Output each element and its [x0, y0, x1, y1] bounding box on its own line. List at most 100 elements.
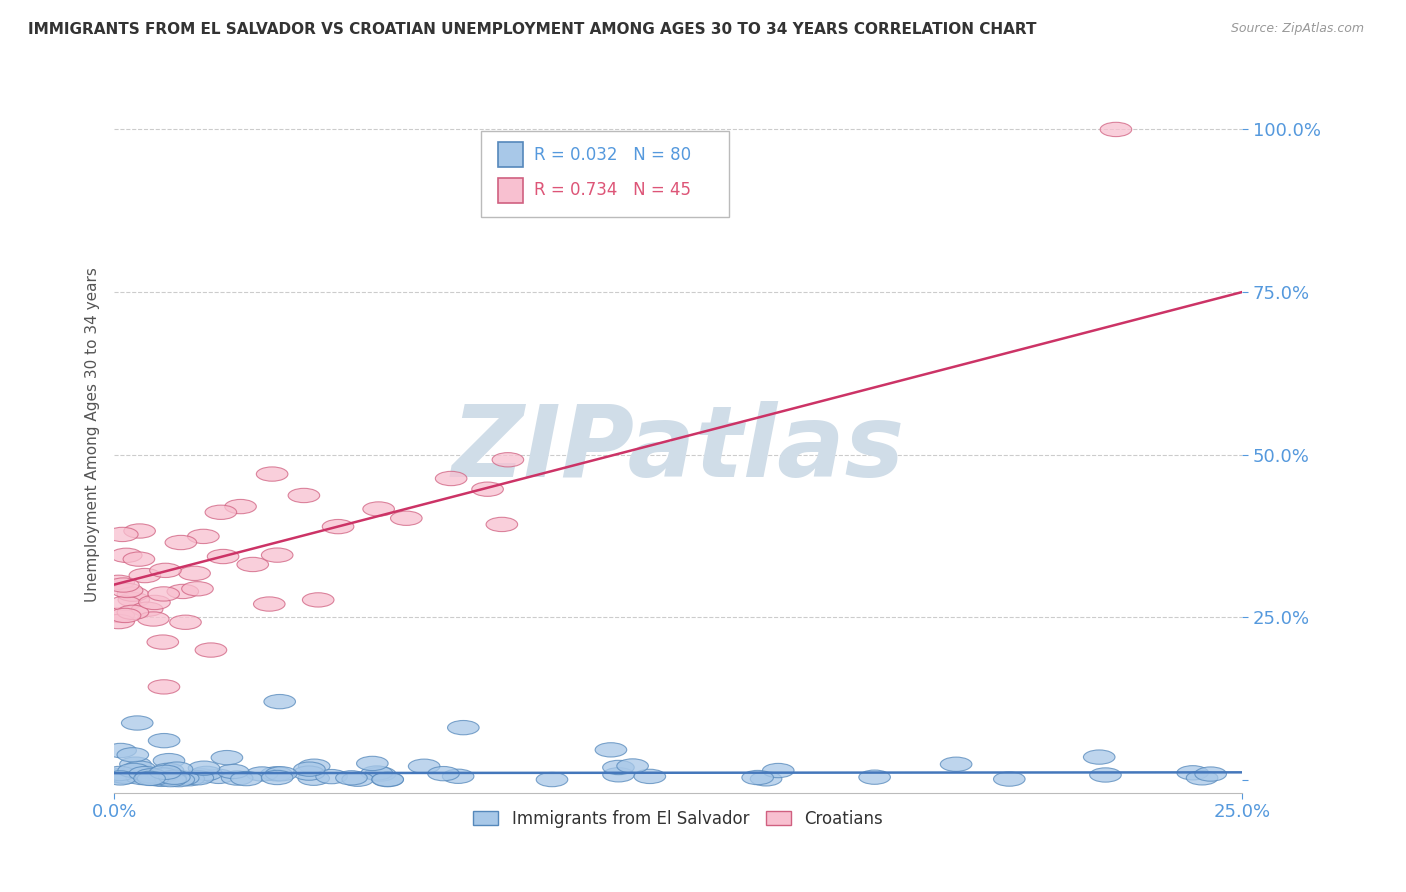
Ellipse shape — [110, 608, 141, 623]
Ellipse shape — [150, 767, 183, 781]
Ellipse shape — [342, 772, 374, 787]
Ellipse shape — [110, 596, 141, 610]
Ellipse shape — [124, 761, 156, 775]
Ellipse shape — [262, 548, 292, 562]
Ellipse shape — [121, 716, 153, 731]
Ellipse shape — [118, 764, 149, 778]
Ellipse shape — [391, 511, 422, 525]
Ellipse shape — [298, 759, 330, 773]
Ellipse shape — [447, 721, 479, 735]
Ellipse shape — [751, 772, 782, 786]
Ellipse shape — [762, 764, 794, 778]
Ellipse shape — [298, 771, 329, 785]
Ellipse shape — [148, 635, 179, 649]
Ellipse shape — [1187, 771, 1218, 785]
Text: R = 0.032   N = 80: R = 0.032 N = 80 — [534, 145, 690, 164]
Ellipse shape — [486, 517, 517, 532]
Ellipse shape — [436, 471, 467, 485]
Ellipse shape — [361, 766, 392, 780]
Ellipse shape — [127, 771, 157, 785]
Ellipse shape — [1090, 768, 1121, 782]
Ellipse shape — [253, 597, 285, 611]
Ellipse shape — [163, 772, 194, 787]
Ellipse shape — [103, 575, 135, 590]
Ellipse shape — [111, 549, 142, 563]
Ellipse shape — [167, 584, 198, 599]
Ellipse shape — [162, 762, 193, 776]
Ellipse shape — [221, 771, 253, 785]
Ellipse shape — [363, 502, 395, 516]
Ellipse shape — [187, 529, 219, 543]
Ellipse shape — [117, 605, 149, 619]
Ellipse shape — [148, 680, 180, 694]
Ellipse shape — [859, 770, 890, 784]
Ellipse shape — [120, 757, 152, 772]
Ellipse shape — [129, 568, 160, 582]
FancyBboxPatch shape — [481, 131, 728, 217]
Ellipse shape — [107, 527, 138, 541]
Ellipse shape — [103, 615, 135, 629]
Ellipse shape — [218, 764, 249, 779]
Ellipse shape — [211, 750, 243, 764]
Ellipse shape — [159, 770, 190, 784]
Ellipse shape — [260, 766, 292, 780]
Ellipse shape — [165, 535, 197, 549]
Text: R = 0.734   N = 45: R = 0.734 N = 45 — [534, 181, 690, 200]
Ellipse shape — [941, 757, 972, 772]
Ellipse shape — [173, 772, 204, 786]
Ellipse shape — [294, 766, 325, 780]
Ellipse shape — [191, 766, 222, 780]
Ellipse shape — [322, 519, 354, 533]
Ellipse shape — [188, 761, 219, 775]
Ellipse shape — [603, 768, 634, 782]
Ellipse shape — [364, 767, 396, 781]
Ellipse shape — [108, 578, 139, 592]
Ellipse shape — [118, 592, 149, 607]
Ellipse shape — [225, 500, 256, 514]
Ellipse shape — [207, 549, 239, 564]
Ellipse shape — [136, 769, 167, 783]
Ellipse shape — [186, 769, 217, 783]
Ellipse shape — [617, 759, 648, 773]
Ellipse shape — [181, 771, 214, 785]
Ellipse shape — [302, 593, 335, 607]
Ellipse shape — [138, 612, 169, 626]
Ellipse shape — [170, 615, 201, 630]
Ellipse shape — [111, 583, 143, 598]
Ellipse shape — [117, 747, 149, 762]
Ellipse shape — [139, 595, 170, 609]
Ellipse shape — [443, 769, 474, 783]
Ellipse shape — [134, 772, 166, 786]
Ellipse shape — [103, 769, 135, 783]
Ellipse shape — [994, 772, 1025, 786]
Y-axis label: Unemployment Among Ages 30 to 34 years: Unemployment Among Ages 30 to 34 years — [86, 268, 100, 602]
Text: IMMIGRANTS FROM EL SALVADOR VS CROATIAN UNEMPLOYMENT AMONG AGES 30 TO 34 YEARS C: IMMIGRANTS FROM EL SALVADOR VS CROATIAN … — [28, 22, 1036, 37]
Ellipse shape — [117, 587, 149, 601]
Ellipse shape — [1177, 765, 1209, 780]
Ellipse shape — [104, 766, 135, 780]
Ellipse shape — [408, 759, 440, 773]
Ellipse shape — [288, 488, 319, 502]
Ellipse shape — [148, 771, 179, 785]
Ellipse shape — [125, 764, 156, 779]
Ellipse shape — [155, 772, 187, 787]
Ellipse shape — [246, 767, 278, 781]
Text: ZIPatlas: ZIPatlas — [451, 401, 905, 498]
Ellipse shape — [1084, 750, 1115, 764]
Ellipse shape — [262, 771, 292, 785]
Ellipse shape — [149, 563, 181, 577]
Ellipse shape — [145, 772, 177, 787]
Ellipse shape — [603, 760, 634, 774]
Ellipse shape — [336, 771, 367, 785]
Ellipse shape — [231, 772, 263, 786]
Ellipse shape — [148, 587, 180, 601]
Ellipse shape — [110, 770, 142, 784]
Ellipse shape — [1195, 767, 1226, 781]
Ellipse shape — [129, 766, 160, 780]
Ellipse shape — [104, 771, 136, 785]
Ellipse shape — [124, 524, 156, 538]
Ellipse shape — [195, 643, 226, 657]
FancyBboxPatch shape — [498, 178, 523, 203]
Ellipse shape — [266, 766, 297, 781]
Ellipse shape — [536, 772, 568, 787]
